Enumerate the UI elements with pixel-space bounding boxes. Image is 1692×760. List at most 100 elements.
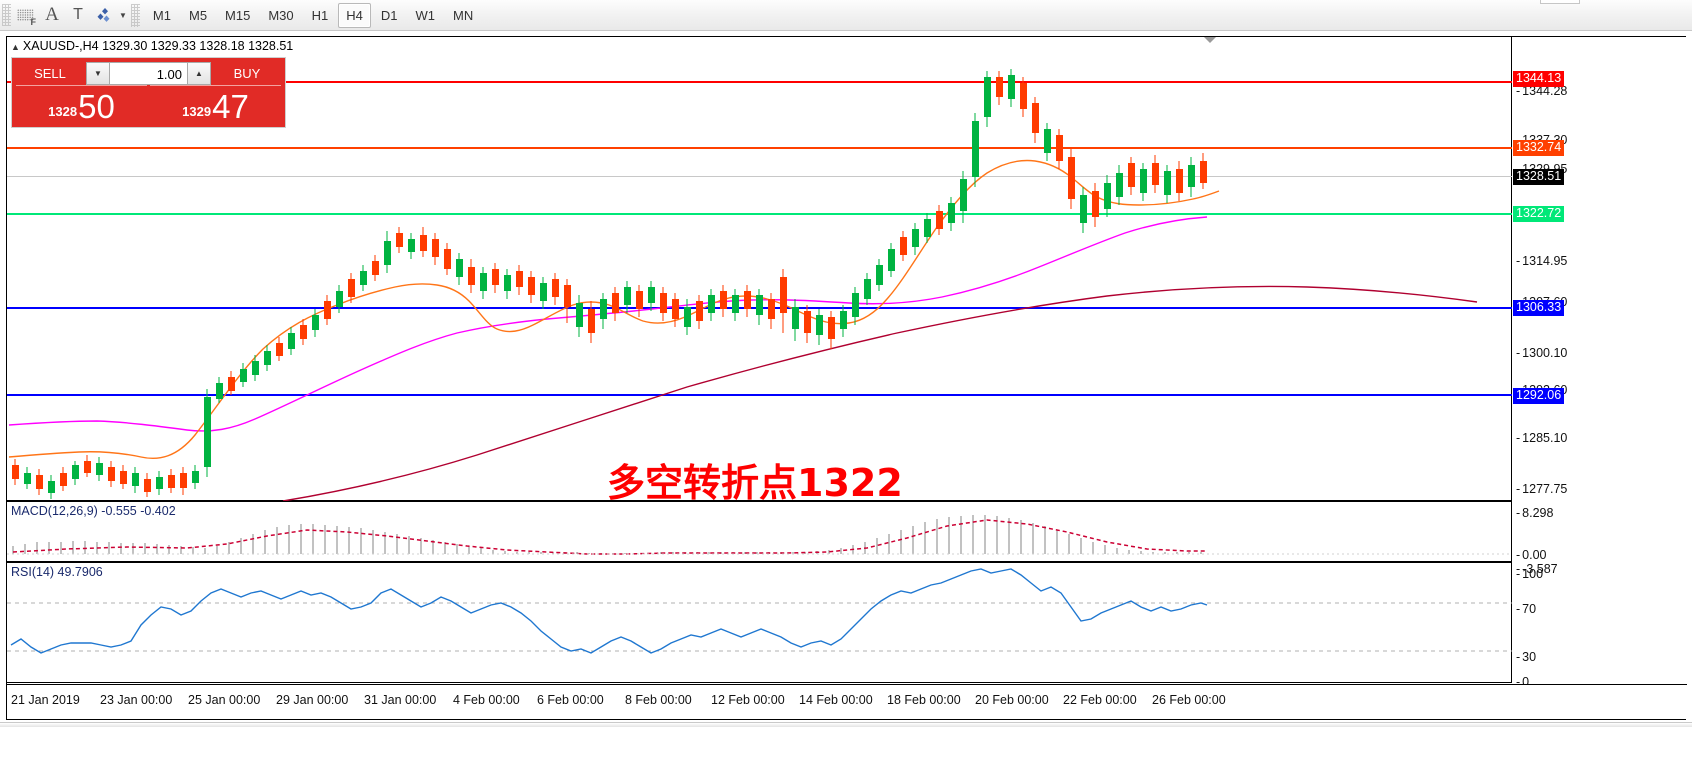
chart-frame: ▲ XAUUSD-,H4 1329.30 1329.33 1328.18 1328… <box>6 36 1687 720</box>
objects-glyph <box>97 7 110 22</box>
rsi-line <box>10 568 1208 654</box>
objects-dropdown-caret-icon[interactable]: ▼ <box>119 10 127 20</box>
level-line-1344[interactable] <box>7 81 1512 83</box>
axis-tick-1285: 1285.10 <box>1516 432 1567 445</box>
x-label-1: 23 Jan 00:00 <box>100 693 173 707</box>
period-w1[interactable]: W1 <box>415 7 436 23</box>
period-d1[interactable]: D1 <box>380 7 398 23</box>
sell-button[interactable]: SELL <box>16 62 84 85</box>
toolbar-separator <box>130 3 140 27</box>
sell-price-integer: 1328 <box>48 104 78 119</box>
x-label-0: 21 Jan 2019 <box>11 693 80 707</box>
period-m15[interactable]: M15 <box>225 7 251 23</box>
price-tag-last[interactable]: 1328.51 <box>1513 169 1565 185</box>
x-label-13: 26 Feb 00:00 <box>1152 693 1226 707</box>
buy-price-display[interactable]: 1329 47 <box>150 85 281 125</box>
text-label-icon[interactable]: A <box>45 4 59 25</box>
pane-collapse-handle[interactable] <box>1204 37 1216 44</box>
time-axis[interactable]: 21 Jan 2019 23 Jan 00:00 25 Jan 00:00 29… <box>7 684 1687 719</box>
macd-axis-top: 8.298 <box>1516 507 1553 520</box>
x-label-6: 6 Feb 00:00 <box>537 693 604 707</box>
indicator-list-glyph <box>16 9 34 21</box>
last-price-line <box>7 176 1512 177</box>
pane-divider-rsi <box>7 562 1512 563</box>
macd-histogram <box>12 515 1202 554</box>
volume-input[interactable]: 1.00 <box>110 62 187 85</box>
rsi-pane[interactable]: RSI(14) 49.7906 <box>7 563 1512 683</box>
chart-toolbar: F A T ▼ M1 M5 M15 M30 H1 H4 D1 W1 MN <box>0 0 1692 31</box>
price-pane[interactable]: ▲ XAUUSD-,H4 1329.30 1329.33 1328.18 1328… <box>7 37 1512 505</box>
price-tag-resistance[interactable]: 1344.13 <box>1513 71 1565 87</box>
chart-annotation: 多空转折点1322 <box>607 461 903 505</box>
macd-svg <box>12 515 1207 555</box>
x-label-2: 25 Jan 00:00 <box>188 693 261 707</box>
x-label-12: 22 Feb 00:00 <box>1063 693 1137 707</box>
bottom-blank-area <box>0 727 1692 739</box>
macd-axis-zero: 0.00 <box>1516 549 1546 562</box>
indicator-list-f-glyph: F <box>30 17 37 27</box>
period-m30[interactable]: M30 <box>268 7 294 23</box>
symbol-header: ▲ XAUUSD-,H4 1329.30 1329.33 1328.18 1328… <box>11 39 293 53</box>
axis-tick-1277: 1277.75 <box>1516 483 1567 496</box>
window-splitter[interactable] <box>0 722 1692 729</box>
x-label-9: 14 Feb 00:00 <box>799 693 873 707</box>
collapse-triangle-icon[interactable]: ▲ <box>11 42 20 52</box>
buy-button[interactable]: BUY <box>213 62 281 85</box>
macd-signal-line <box>12 519 1207 555</box>
sell-price-display[interactable]: 1328 50 <box>16 85 147 125</box>
price-tag-orange[interactable]: 1332.74 <box>1513 140 1565 156</box>
axis-tick-1300: 1300.10 <box>1516 347 1567 360</box>
objects-icon[interactable] <box>91 2 118 28</box>
period-m1[interactable]: M1 <box>152 7 171 23</box>
text-box-icon[interactable]: T <box>73 6 83 23</box>
level-line-1292[interactable] <box>7 394 1512 396</box>
oct-price-row: 1328 50 1329 47 <box>12 85 285 126</box>
x-label-4: 31 Jan 00:00 <box>364 693 437 707</box>
period-mn[interactable]: MN <box>453 7 474 23</box>
level-line-1332[interactable] <box>7 147 1512 149</box>
ma-slow-path <box>282 285 1478 501</box>
price-tag-blue-1292[interactable]: 1292.06 <box>1513 388 1565 404</box>
price-axis[interactable]: 1337.30 1329.95 1314.95 1307.60 1300.10 … <box>1513 37 1687 689</box>
period-h4[interactable]: H4 <box>338 2 371 28</box>
macd-title: MACD(12,26,9) -0.555 -0.402 <box>11 504 176 518</box>
ma-mid-path <box>8 216 1208 432</box>
volume-increment-icon[interactable]: ▲ <box>187 62 211 85</box>
x-label-10: 18 Feb 00:00 <box>887 693 961 707</box>
price-tag-blue-1306[interactable]: 1306.33 <box>1513 300 1565 316</box>
x-label-5: 4 Feb 00:00 <box>453 693 520 707</box>
x-label-8: 12 Feb 00:00 <box>711 693 785 707</box>
buy-underline <box>150 85 281 86</box>
buy-price-integer: 1329 <box>182 104 212 119</box>
symbol-ohlc-text: XAUUSD-,H4 1329.30 1329.33 1328.18 1328.… <box>22 39 294 53</box>
period-m5[interactable]: M5 <box>188 7 208 23</box>
indicator-list-icon[interactable]: F <box>11 2 39 28</box>
rsi-svg <box>7 568 1512 654</box>
period-h1[interactable]: H1 <box>311 7 329 23</box>
axis-tick-1344-plain: 1344.28 <box>1516 85 1567 98</box>
pane-divider-macd <box>7 501 1512 502</box>
sell-underline <box>16 85 147 86</box>
buy-price-fraction: 47 <box>212 88 249 125</box>
volume-stepper[interactable]: ▼ 1.00 ▲ <box>86 62 211 85</box>
toolbar-grip[interactable] <box>2 4 11 26</box>
rsi-axis-70: 70 <box>1516 603 1536 616</box>
rsi-axis-100: 100 <box>1516 568 1543 581</box>
rsi-axis-30: 30 <box>1516 651 1536 664</box>
volume-decrement-icon[interactable]: ▼ <box>86 62 110 85</box>
oct-top-row: SELL ▼ 1.00 ▲ BUY <box>12 58 285 86</box>
one-click-trading-panel[interactable]: SELL ▼ 1.00 ▲ BUY 1328 50 <box>11 57 286 128</box>
rsi-title: RSI(14) 49.7906 <box>11 565 103 579</box>
price-series-svg <box>8 69 1478 501</box>
x-label-7: 8 Feb 00:00 <box>625 693 692 707</box>
level-line-1322[interactable] <box>7 213 1512 215</box>
candlestick-series <box>12 69 1207 499</box>
price-tag-support[interactable]: 1322.72 <box>1513 206 1565 222</box>
window-fragment <box>1540 0 1580 4</box>
x-label-11: 20 Feb 00:00 <box>975 693 1049 707</box>
x-label-3: 29 Jan 00:00 <box>276 693 349 707</box>
sell-price-fraction: 50 <box>78 88 115 125</box>
axis-tick-1314: 1314.95 <box>1516 255 1567 268</box>
macd-pane[interactable]: MACD(12,26,9) -0.555 -0.402 <box>7 502 1512 562</box>
